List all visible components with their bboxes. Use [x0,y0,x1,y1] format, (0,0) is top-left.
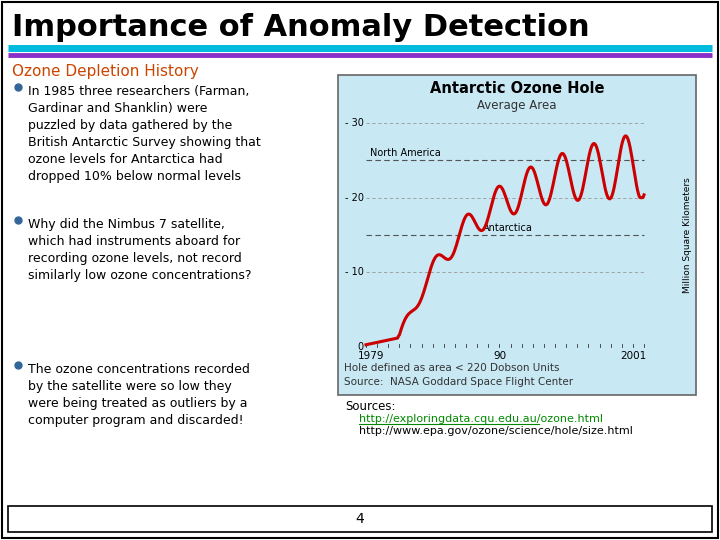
Text: Million Square Kilometers: Million Square Kilometers [683,177,693,293]
Text: Average Area: Average Area [477,99,557,112]
FancyBboxPatch shape [8,506,712,532]
Text: Antarctic Ozone Hole: Antarctic Ozone Hole [430,81,604,96]
Text: Ozone Depletion History: Ozone Depletion History [12,64,199,79]
Text: Importance of Anomaly Detection: Importance of Anomaly Detection [12,13,590,42]
Text: 0: 0 [358,342,364,352]
Text: Sources:: Sources: [345,400,395,413]
FancyBboxPatch shape [366,123,644,347]
Text: 4: 4 [356,512,364,526]
Text: North America: North America [370,148,441,158]
Text: - 30: - 30 [345,118,364,128]
Text: 90: 90 [493,351,506,361]
Text: In 1985 three researchers (Farman,
Gardinar and Shanklin) were
puzzled by data g: In 1985 three researchers (Farman, Gardi… [28,85,261,183]
Text: Antarctica: Antarctica [482,223,533,233]
Text: - 10: - 10 [345,267,364,278]
Text: http://exploringdata.cqu.edu.au/ozone.html: http://exploringdata.cqu.edu.au/ozone.ht… [359,414,603,424]
Text: Why did the Nimbus 7 satellite,
which had instruments aboard for
recording ozone: Why did the Nimbus 7 satellite, which ha… [28,218,251,282]
Text: Hole defined as area < 220 Dobson Units: Hole defined as area < 220 Dobson Units [344,363,559,373]
Text: Source:  NASA Goddard Space Flight Center: Source: NASA Goddard Space Flight Center [344,377,573,387]
Text: http://www.epa.gov/ozone/science/hole/size.html: http://www.epa.gov/ozone/science/hole/si… [359,426,633,436]
FancyBboxPatch shape [338,75,696,395]
Text: 1979: 1979 [359,351,384,361]
Text: - 20: - 20 [345,193,364,202]
Text: 2001: 2001 [620,351,646,361]
Text: The ozone concentrations recorded
by the satellite were so low they
were being t: The ozone concentrations recorded by the… [28,363,250,427]
